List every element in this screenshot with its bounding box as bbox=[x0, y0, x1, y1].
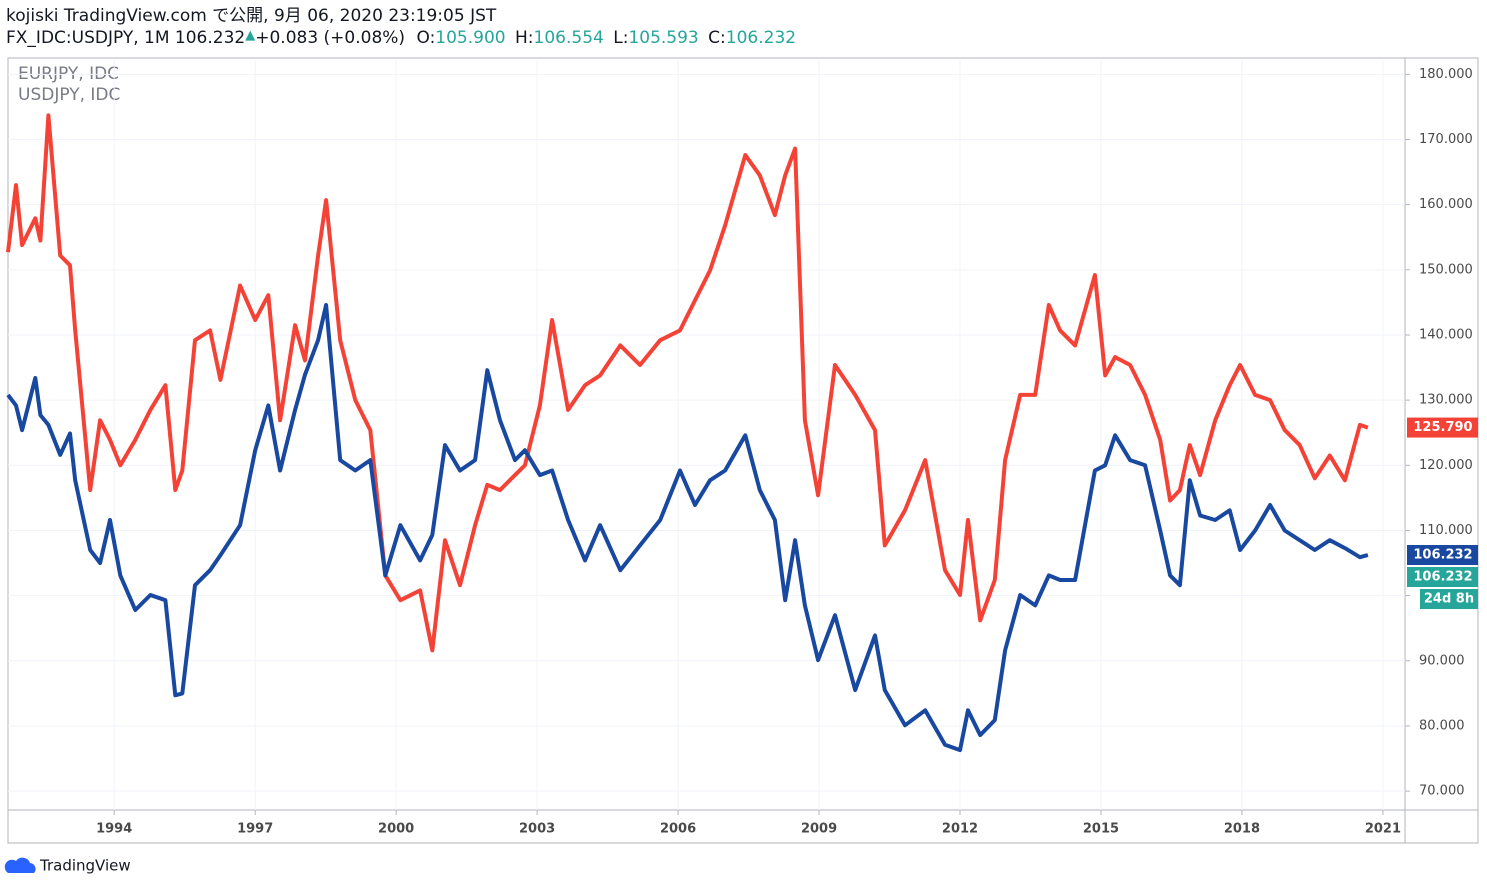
series-line bbox=[6, 113, 1369, 653]
change: +0.083 (+0.08%) bbox=[255, 28, 405, 48]
x-tick-label: 2021 bbox=[1365, 822, 1401, 837]
high-label: H: bbox=[515, 28, 534, 48]
x-tick-label: 2009 bbox=[801, 822, 837, 837]
y-tick-label: 90.000 bbox=[1419, 653, 1465, 668]
y-tick-label: 110.000 bbox=[1419, 523, 1473, 538]
y-tick-label: 80.000 bbox=[1419, 718, 1465, 733]
x-tick-label: 2003 bbox=[519, 822, 555, 837]
low: 105.593 bbox=[628, 28, 698, 48]
price-label: 106.232 bbox=[1413, 570, 1472, 585]
header-quote: FX_IDC:USDJPY, 1M 106.232▲+0.083 (+0.08%… bbox=[6, 28, 796, 49]
frame bbox=[7, 57, 1479, 844]
countdown-box bbox=[1420, 589, 1478, 610]
y-tick-label: 160.000 bbox=[1419, 197, 1473, 212]
series-line bbox=[6, 303, 1369, 753]
y-tick-label: 180.000 bbox=[1419, 67, 1473, 82]
y-tick-label: 140.000 bbox=[1419, 327, 1473, 342]
y-tick-label: 120.000 bbox=[1419, 458, 1473, 473]
brand: TradingView bbox=[39, 857, 131, 875]
high: 106.554 bbox=[534, 28, 604, 48]
header-line: kojiski TradingView.com で公開, 9月 06, 2020… bbox=[6, 6, 497, 26]
y-tick-label: 170.000 bbox=[1419, 132, 1473, 147]
up-arrow: ▲ bbox=[245, 28, 255, 43]
logo: TradingView bbox=[4, 857, 131, 875]
x-tick-label: 2015 bbox=[1083, 822, 1119, 837]
close-label: C: bbox=[708, 28, 726, 48]
x-tick-label: 2006 bbox=[660, 822, 696, 837]
price-label-box bbox=[1407, 545, 1478, 566]
x-tick-label: 2000 bbox=[378, 822, 414, 837]
symbol: FX_IDC:USDJPY, 1M 106.232 bbox=[6, 28, 245, 48]
y-tick-label: 150.000 bbox=[1419, 262, 1473, 277]
open-label: O: bbox=[416, 28, 435, 48]
logo-icon bbox=[4, 857, 36, 873]
legend-entry: USDJPY, IDC bbox=[18, 85, 120, 105]
y-tick-label: 70.000 bbox=[1419, 784, 1465, 799]
open: 105.900 bbox=[435, 28, 505, 48]
low-label: L: bbox=[613, 28, 628, 48]
x-tick-label: 1994 bbox=[96, 822, 132, 837]
close: 106.232 bbox=[726, 28, 796, 48]
x-tick-label: 2012 bbox=[942, 822, 978, 837]
x-tick-label: 2018 bbox=[1224, 822, 1260, 837]
price-label: 106.232 bbox=[1413, 548, 1472, 563]
x-tick-label: 1997 bbox=[237, 822, 273, 837]
countdown: 24d 8h bbox=[1424, 592, 1474, 607]
grid bbox=[8, 60, 1405, 810]
price-label: 125.790 bbox=[1413, 420, 1472, 435]
price-label-box bbox=[1407, 567, 1478, 588]
price-label-box bbox=[1407, 417, 1478, 438]
y-tick-label: 130.000 bbox=[1419, 393, 1473, 408]
